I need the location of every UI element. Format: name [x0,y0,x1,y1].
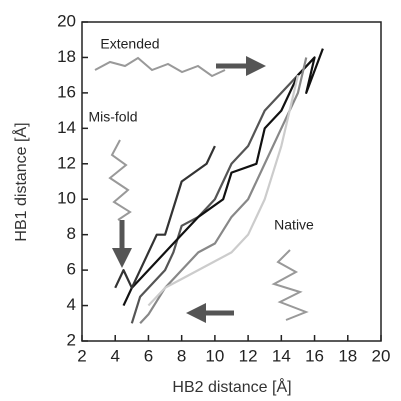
x-tick-label: 16 [305,346,324,365]
plot-area: 2 4 6 8 10 12 14 16 18 20 2 4 6 8 10 12 14 16 18 20 [57,11,390,365]
y-tick-label: 10 [57,189,76,208]
misfold-molecule [108,139,132,221]
y-tick-label: 6 [67,260,76,279]
x-tick-label: 4 [110,346,119,365]
x-tick-label: 2 [77,346,86,365]
x-tick-label: 8 [177,346,186,365]
x-tick-label: 18 [338,346,357,365]
molecule-sketches [94,56,309,321]
y-tick-label: 18 [57,47,76,66]
x-axis-label: HB2 distance [Å] [172,377,291,396]
trajectory [114,145,216,289]
annotation: Native [274,217,314,233]
y-tick-label: 12 [57,153,76,172]
annotation: Extended [100,36,159,52]
plot-frame [81,21,382,342]
trajectory [147,74,300,307]
trajectory [122,48,324,307]
x-tick-label: 14 [272,346,291,365]
x-tick-label: 12 [239,346,258,365]
y-tick-label: 14 [57,118,76,137]
x-tick-label: 10 [205,346,224,365]
transition-arrows [112,56,266,323]
y-tick-label: 2 [67,330,76,349]
native-molecule [271,249,309,321]
trajectory [139,57,308,325]
y-axis-label: HB1 distance [Å] [11,122,30,241]
y-tick-label: 4 [67,295,76,314]
x-tick-label: 6 [144,346,153,365]
y-tick-label: 16 [57,82,76,101]
x-tick-label: 20 [372,346,391,365]
extended-molecule [94,56,226,78]
y-tick-label: 8 [67,224,76,243]
y-tick-label: 20 [57,11,76,30]
trajectory [130,56,316,324]
annotation: Mis-fold [88,109,137,125]
